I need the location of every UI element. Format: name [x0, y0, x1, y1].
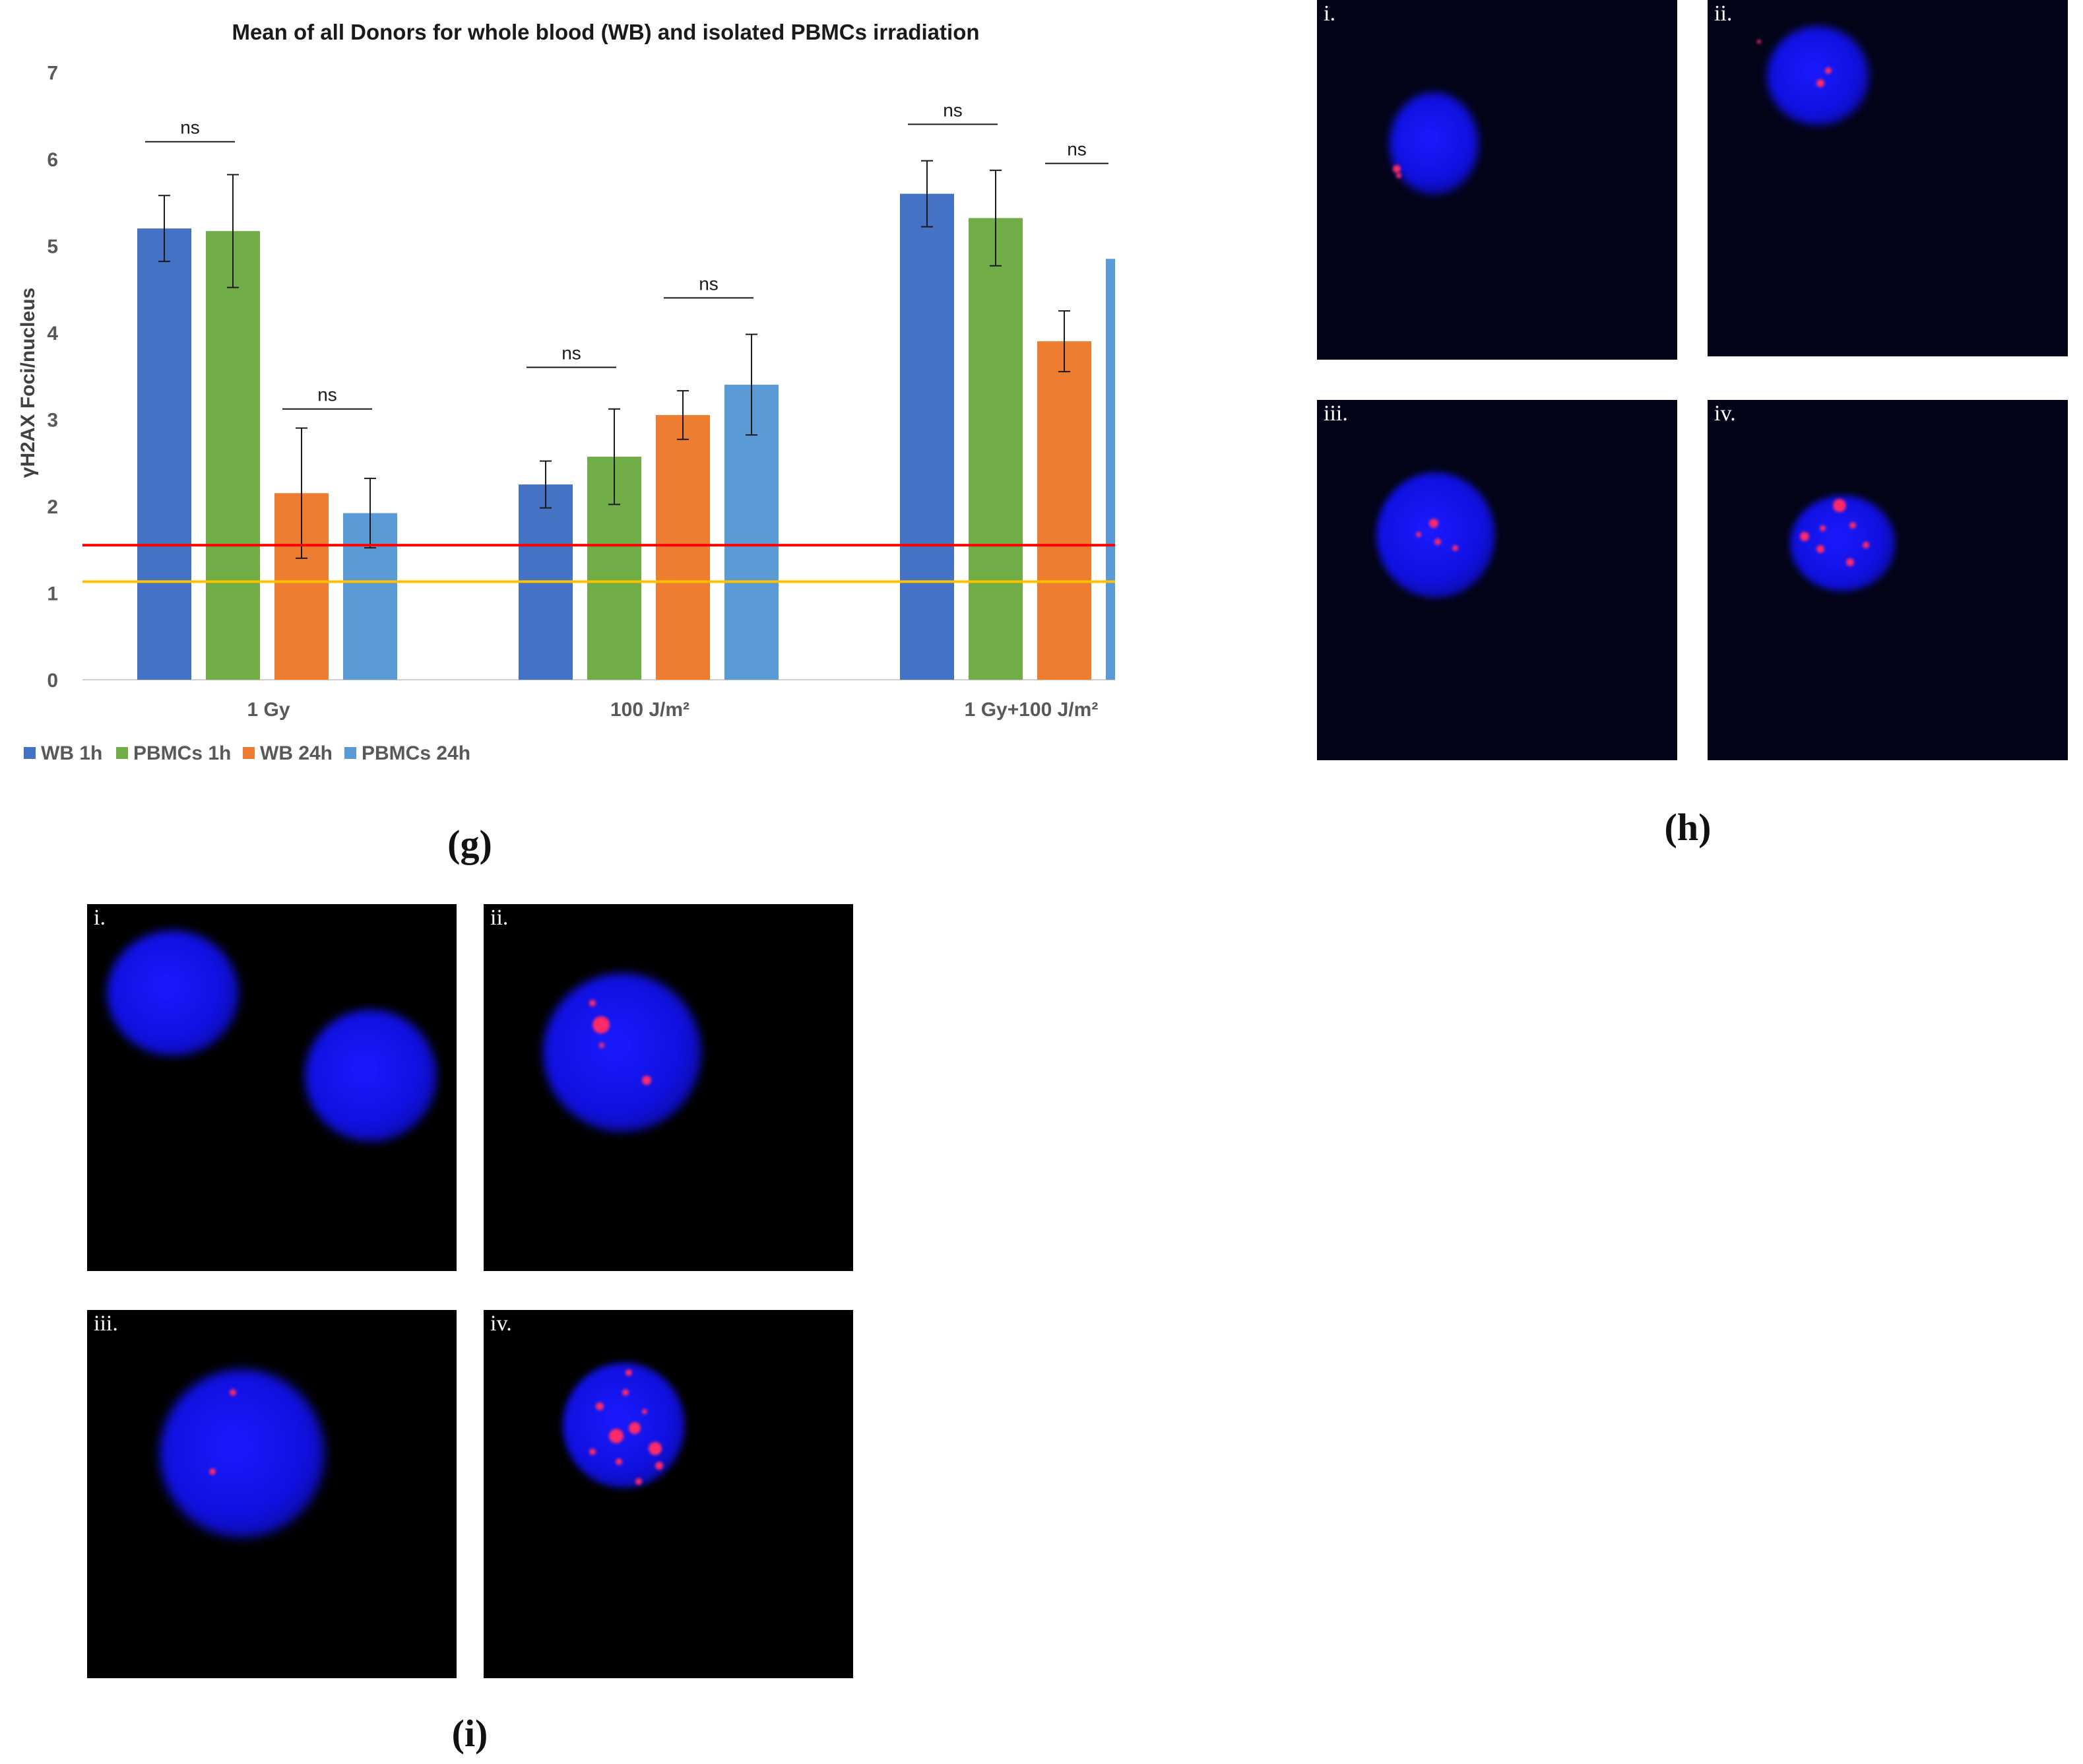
- y-tick-label: 0: [47, 670, 58, 692]
- bar: [969, 218, 1023, 680]
- x-tick-label: 1 Gy+100 J/m²: [965, 699, 1099, 721]
- foci-spot: [1452, 545, 1458, 551]
- foci-spot: [1416, 532, 1421, 537]
- legend-swatch: [24, 747, 36, 759]
- y-tick-label: 6: [47, 149, 58, 171]
- foci-spot: [1825, 67, 1832, 74]
- foci-spot: [1816, 545, 1824, 553]
- nucleus-image: [1376, 473, 1495, 598]
- significance-label: ns: [1067, 139, 1087, 160]
- nucleus-image: [107, 931, 239, 1056]
- nucleus-image: [1767, 26, 1869, 125]
- panel-label: iii.: [1324, 401, 1348, 426]
- microscopy-panel-h-ii: ii.: [1708, 0, 2068, 356]
- bar: [1106, 259, 1115, 680]
- foci-spot: [642, 1076, 651, 1085]
- foci-spot: [655, 1462, 663, 1470]
- significance-label: ns: [943, 100, 963, 120]
- bar: [1037, 341, 1091, 680]
- panel-label: iv.: [1714, 401, 1736, 426]
- y-tick-label: 4: [47, 323, 58, 344]
- chart-title: Mean of all Donors for whole blood (WB) …: [232, 20, 979, 44]
- legend-swatch: [344, 747, 356, 759]
- bar: [137, 228, 191, 680]
- nucleus-image: [1790, 496, 1896, 591]
- foci-spot: [1800, 532, 1809, 541]
- foci-spot: [589, 1000, 596, 1006]
- microscopy-panel-i-iii: iii.: [87, 1310, 457, 1678]
- microscopy-panel-i-ii: ii.: [484, 904, 853, 1271]
- foci-spot: [1833, 499, 1846, 512]
- y-axis-label: γH2AX Foci/nucleus: [17, 288, 39, 478]
- bar: [900, 193, 954, 680]
- legend-label: PBMCs 24h: [362, 742, 470, 764]
- nucleus-image: [543, 973, 701, 1132]
- y-tick-label: 1: [47, 583, 58, 605]
- caption-i: (i): [451, 1712, 488, 1755]
- foci-spot: [629, 1422, 641, 1434]
- foci-spot: [593, 1016, 610, 1033]
- y-tick-label: 7: [47, 63, 58, 84]
- panel-label: iv.: [490, 1311, 512, 1336]
- microscopy-panel-h-iv: iv.: [1708, 400, 2068, 760]
- legend-label: WB 1h: [41, 742, 102, 764]
- legend-label: WB 24h: [260, 742, 333, 764]
- panel-label: iii.: [94, 1311, 118, 1336]
- foci-spot: [1393, 165, 1401, 173]
- foci-spot: [209, 1468, 216, 1475]
- microscopy-panel-h-iii: iii.: [1317, 400, 1677, 760]
- foci-spot: [625, 1369, 632, 1376]
- caption-h: (h): [1664, 806, 1712, 849]
- significance-label: ns: [317, 385, 337, 405]
- significance-label: ns: [180, 117, 200, 138]
- legend-label: PBMCs 1h: [133, 742, 231, 764]
- x-tick-label: 1 Gy: [247, 699, 290, 721]
- foci-spot: [1820, 525, 1826, 531]
- microscopy-panel-i-iv: iv.: [484, 1310, 853, 1678]
- panel-label: i.: [94, 905, 106, 930]
- foci-spot: [642, 1409, 647, 1414]
- foci-spot: [1396, 173, 1401, 178]
- foci-spot: [609, 1429, 624, 1443]
- legend-swatch: [116, 747, 128, 759]
- significance-label: ns: [699, 273, 719, 294]
- foci-spot: [596, 1402, 604, 1410]
- foci-spot: [230, 1389, 236, 1396]
- foci-spot: [589, 1449, 596, 1455]
- foci-spot: [635, 1478, 642, 1485]
- foci-spot: [1816, 79, 1824, 87]
- foci-spot: [1846, 558, 1854, 566]
- nucleus-image: [563, 1363, 685, 1488]
- bar: [206, 231, 260, 680]
- microscopy-panel-i-i: i.: [87, 904, 457, 1271]
- y-tick-label: 3: [47, 410, 58, 432]
- y-tick-label: 5: [47, 236, 58, 258]
- foci-spot: [649, 1442, 662, 1455]
- bar: [656, 414, 710, 680]
- nucleus-image: [305, 1010, 437, 1142]
- foci-spot: [622, 1389, 629, 1396]
- foci-spot: [1429, 519, 1438, 528]
- foci-spot: [1849, 522, 1856, 529]
- panel-label: i.: [1324, 1, 1335, 26]
- caption-g: (g): [447, 822, 492, 865]
- foci-spot: [599, 1043, 604, 1048]
- x-tick-label: 100 J/m²: [610, 699, 689, 721]
- foci-spot: [1757, 40, 1761, 44]
- microscopy-panel-h-i: i.: [1317, 0, 1677, 360]
- bar-chart: Mean of all Donors for whole blood (WB) …: [17, 20, 1115, 764]
- nucleus-image: [160, 1369, 325, 1538]
- panel-label: ii.: [1714, 1, 1733, 26]
- foci-spot: [616, 1458, 622, 1465]
- foci-spot: [1863, 542, 1869, 548]
- foci-spot: [1434, 539, 1441, 545]
- legend-swatch: [243, 747, 255, 759]
- significance-label: ns: [561, 343, 581, 364]
- panel-label: ii.: [490, 905, 509, 930]
- y-tick-label: 2: [47, 496, 58, 518]
- nucleus-image: [1390, 92, 1479, 195]
